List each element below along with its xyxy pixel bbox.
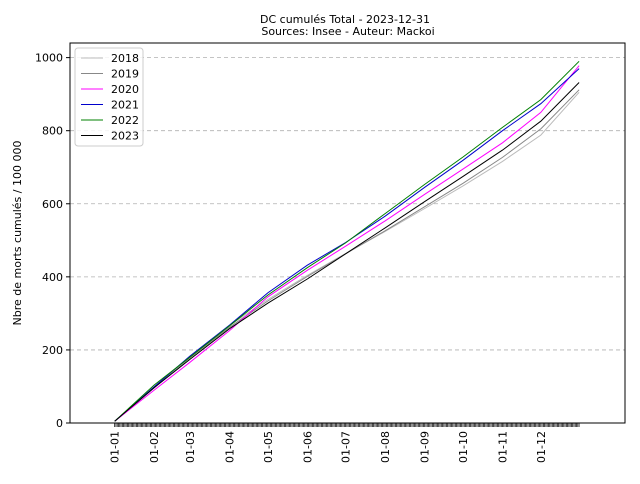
series-line-2019	[114, 89, 580, 422]
legend-label-2018: 2018	[111, 52, 139, 65]
y-tick-label: 0	[56, 417, 63, 430]
x-tick-label: 01-12	[535, 431, 548, 463]
x-tick-label: 01-07	[340, 431, 353, 463]
grid-lines	[70, 57, 625, 424]
plot-area-frame	[69, 42, 626, 424]
axes: 0 200 400 600 800 1000 01-01 01-02 01-03 01-04 01-…	[35, 52, 548, 463]
x-minor-ticks	[114, 423, 580, 427]
y-axis-label: Nbre de morts cumulés / 100 000	[11, 141, 24, 326]
x-tick-label: 01-03	[184, 431, 197, 463]
series-line-2023	[114, 82, 580, 422]
x-tick-label: 01-02	[148, 431, 161, 463]
y-tick-label: 400	[42, 271, 63, 284]
legend-label-2022: 2022	[111, 114, 139, 127]
legend-label-2020: 2020	[111, 83, 139, 96]
x-tick-label: 01-04	[223, 431, 236, 463]
legend-label-2023: 2023	[111, 130, 139, 143]
y-tick-label: 200	[42, 344, 63, 357]
legend-box	[74, 47, 144, 147]
chart-title: DC cumulés Total - 2023-12-31	[260, 13, 430, 26]
series-line-2022	[114, 60, 580, 422]
series-lines	[114, 60, 580, 422]
chart-subtitle: Sources: Insee - Auteur: Mackoi	[261, 25, 434, 38]
series-line-2018	[114, 91, 580, 422]
series-line-2020	[114, 65, 580, 422]
legend: 2018 2019 2020 2021 2022 2023	[74, 47, 144, 147]
x-tick-label: 01-05	[262, 431, 275, 463]
y-tick-label: 600	[42, 198, 63, 211]
x-tick-label: 01-10	[457, 431, 470, 463]
legend-label-2019: 2019	[111, 68, 139, 81]
x-tick-label: 01-08	[379, 431, 392, 463]
x-tick-label: 01-09	[419, 431, 432, 463]
x-tick-label: 01-01	[109, 431, 122, 463]
x-tick-label: 01-06	[301, 431, 314, 463]
y-tick-label: 1000	[35, 52, 63, 65]
x-tick-label: 01-11	[497, 431, 510, 463]
legend-label-2021: 2021	[111, 99, 139, 112]
y-tick-label: 800	[42, 125, 63, 138]
